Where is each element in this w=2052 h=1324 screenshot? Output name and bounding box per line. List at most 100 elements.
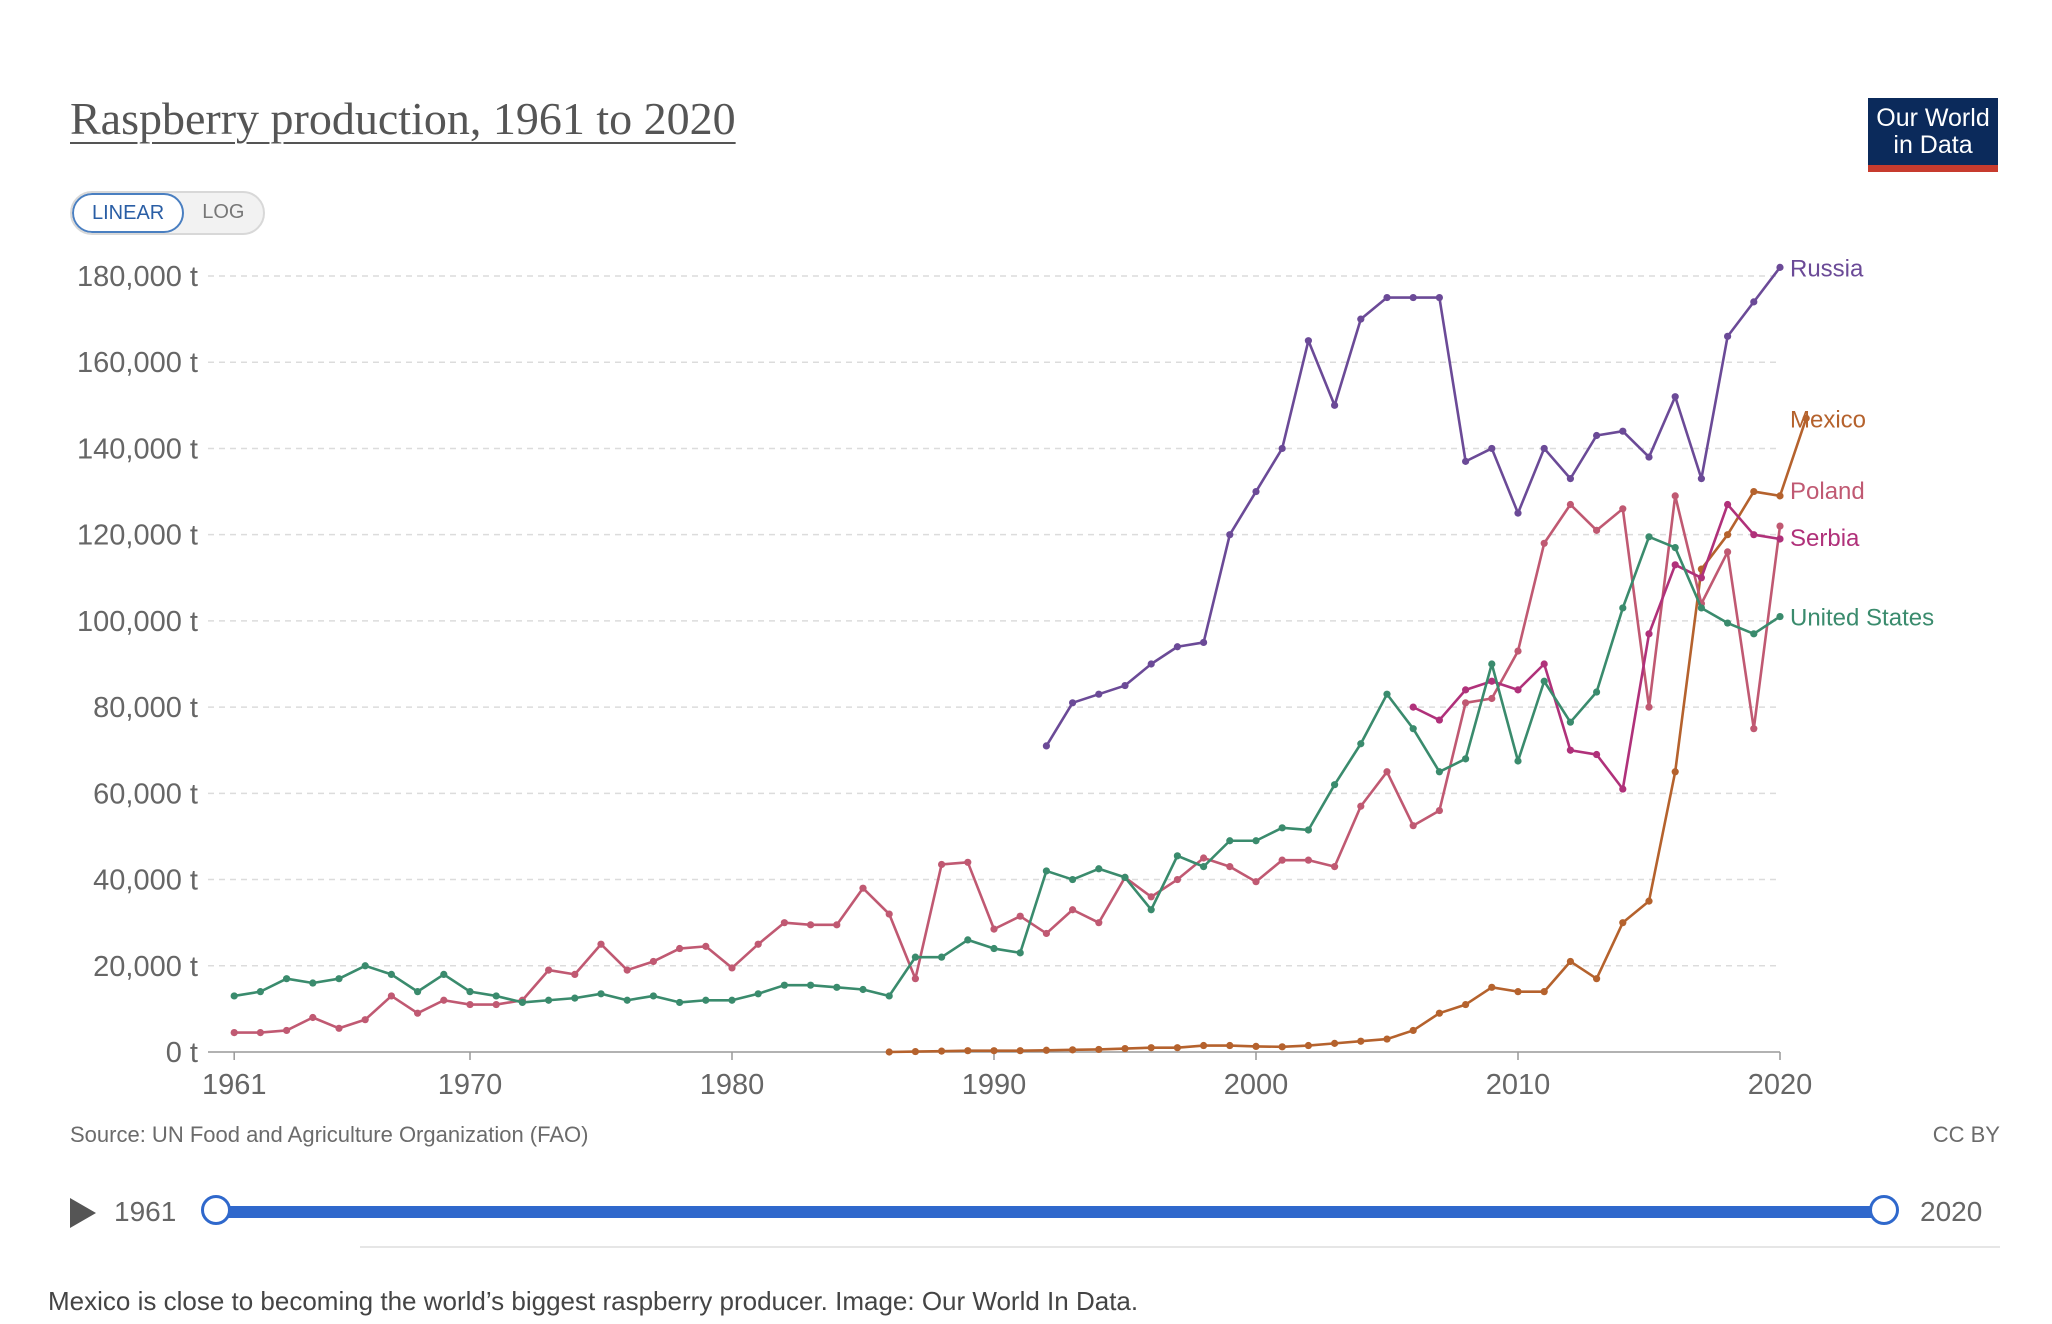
- data-point: [1435, 806, 1443, 815]
- play-icon[interactable]: [70, 1198, 96, 1228]
- log-scale-button[interactable]: LOG: [202, 201, 245, 223]
- data-point: [387, 970, 395, 979]
- data-point: [545, 996, 553, 1004]
- data-point: [1042, 1046, 1050, 1054]
- series-label: United States: [1790, 605, 1934, 632]
- data-point: [1514, 757, 1522, 765]
- data-point: [1540, 660, 1548, 668]
- data-point: [1776, 612, 1784, 621]
- data-point: [1173, 643, 1181, 651]
- data-point: [283, 1026, 291, 1035]
- data-point: [1645, 533, 1653, 541]
- y-tick-label: 120,000 t: [77, 520, 198, 552]
- data-point: [466, 1000, 474, 1009]
- data-point: [1173, 875, 1181, 884]
- data-point: [1750, 531, 1758, 539]
- data-point: [807, 921, 815, 929]
- x-tick-label: 1980: [700, 1069, 765, 1101]
- data-point: [990, 925, 998, 933]
- license-link[interactable]: CC BY: [1932, 1122, 2000, 1147]
- data-point: [1069, 1046, 1077, 1054]
- data-point: [1488, 677, 1496, 685]
- data-point: [1173, 1044, 1181, 1052]
- data-point: [1488, 983, 1496, 991]
- data-point: [1409, 703, 1417, 711]
- data-point: [1409, 293, 1417, 302]
- divider: [360, 1246, 2000, 1248]
- data-point: [1357, 1037, 1365, 1045]
- data-point: [1776, 535, 1784, 543]
- data-point: [1593, 750, 1601, 759]
- data-point: [754, 990, 762, 998]
- data-point: [649, 957, 658, 966]
- data-point: [1226, 863, 1234, 871]
- data-point: [1278, 444, 1286, 453]
- data-point: [623, 996, 631, 1004]
- data-point: [1724, 531, 1732, 539]
- data-point: [1462, 686, 1470, 694]
- data-point: [1200, 863, 1208, 871]
- data-point: [309, 1013, 317, 1022]
- data-point: [1252, 878, 1260, 886]
- data-point: [1540, 677, 1548, 685]
- data-point: [676, 998, 684, 1007]
- data-point: [1671, 544, 1679, 552]
- data-point: [387, 992, 395, 1000]
- data-point: [1069, 906, 1077, 914]
- source-note: Source: UN Food and Agriculture Organiza…: [70, 1122, 589, 1147]
- data-point: [309, 979, 317, 987]
- data-point: [414, 1009, 422, 1017]
- data-point: [1776, 522, 1784, 530]
- data-point: [1488, 660, 1496, 668]
- data-point: [990, 944, 998, 953]
- data-point: [1383, 1035, 1391, 1043]
- data-point: [1042, 929, 1050, 938]
- data-point: [1619, 919, 1627, 927]
- series-line: [889, 417, 1808, 1054]
- data-point: [1069, 699, 1077, 707]
- data-point: [676, 944, 684, 953]
- owid-logo[interactable]: Our World in Data: [1868, 98, 1998, 172]
- data-point: [492, 992, 500, 1000]
- data-point: [1462, 457, 1470, 465]
- data-point: [1619, 427, 1627, 435]
- y-tick-label: 100,000 t: [77, 606, 198, 638]
- data-point: [1226, 837, 1234, 845]
- data-point: [1435, 1009, 1443, 1017]
- data-point: [1697, 574, 1705, 582]
- data-point: [1200, 638, 1208, 647]
- data-point: [440, 970, 448, 979]
- chart-title[interactable]: Raspberry production, 1961 to 2020: [70, 93, 736, 144]
- data-point: [414, 988, 422, 996]
- timeline-end-handle[interactable]: [1869, 1195, 1899, 1225]
- data-point: [938, 953, 946, 961]
- data-point: [1566, 718, 1574, 726]
- data-point: [1147, 906, 1155, 914]
- data-point: [754, 940, 762, 948]
- x-tick-label: 1961: [202, 1069, 267, 1101]
- data-point: [1383, 768, 1391, 776]
- data-point: [335, 1024, 343, 1032]
- data-point: [859, 985, 867, 994]
- data-point: [1488, 694, 1496, 703]
- data-point: [230, 992, 238, 1000]
- data-point: [1278, 824, 1286, 832]
- timeline-start-handle[interactable]: [201, 1195, 231, 1225]
- x-tick-label: 1990: [962, 1069, 1027, 1101]
- data-point: [1488, 444, 1496, 453]
- data-point: [1121, 873, 1129, 882]
- data-point: [807, 981, 815, 989]
- data-point: [1435, 768, 1443, 776]
- logo-line-1: Our World: [1876, 104, 1990, 132]
- data-point: [1671, 492, 1679, 500]
- data-point: [728, 964, 736, 972]
- data-point: [728, 996, 736, 1004]
- data-point: [1776, 492, 1784, 500]
- data-point: [938, 860, 946, 869]
- data-point: [1514, 988, 1522, 996]
- linear-scale-button[interactable]: LINEAR: [72, 193, 185, 233]
- data-point: [1593, 688, 1601, 696]
- timeline-slider-track[interactable]: [216, 1206, 1884, 1218]
- line-chart: 0 t 20,000 t 40,000 t 60,000 t 80,000 t 100,0…: [77, 255, 1934, 1101]
- data-point: [1514, 686, 1522, 694]
